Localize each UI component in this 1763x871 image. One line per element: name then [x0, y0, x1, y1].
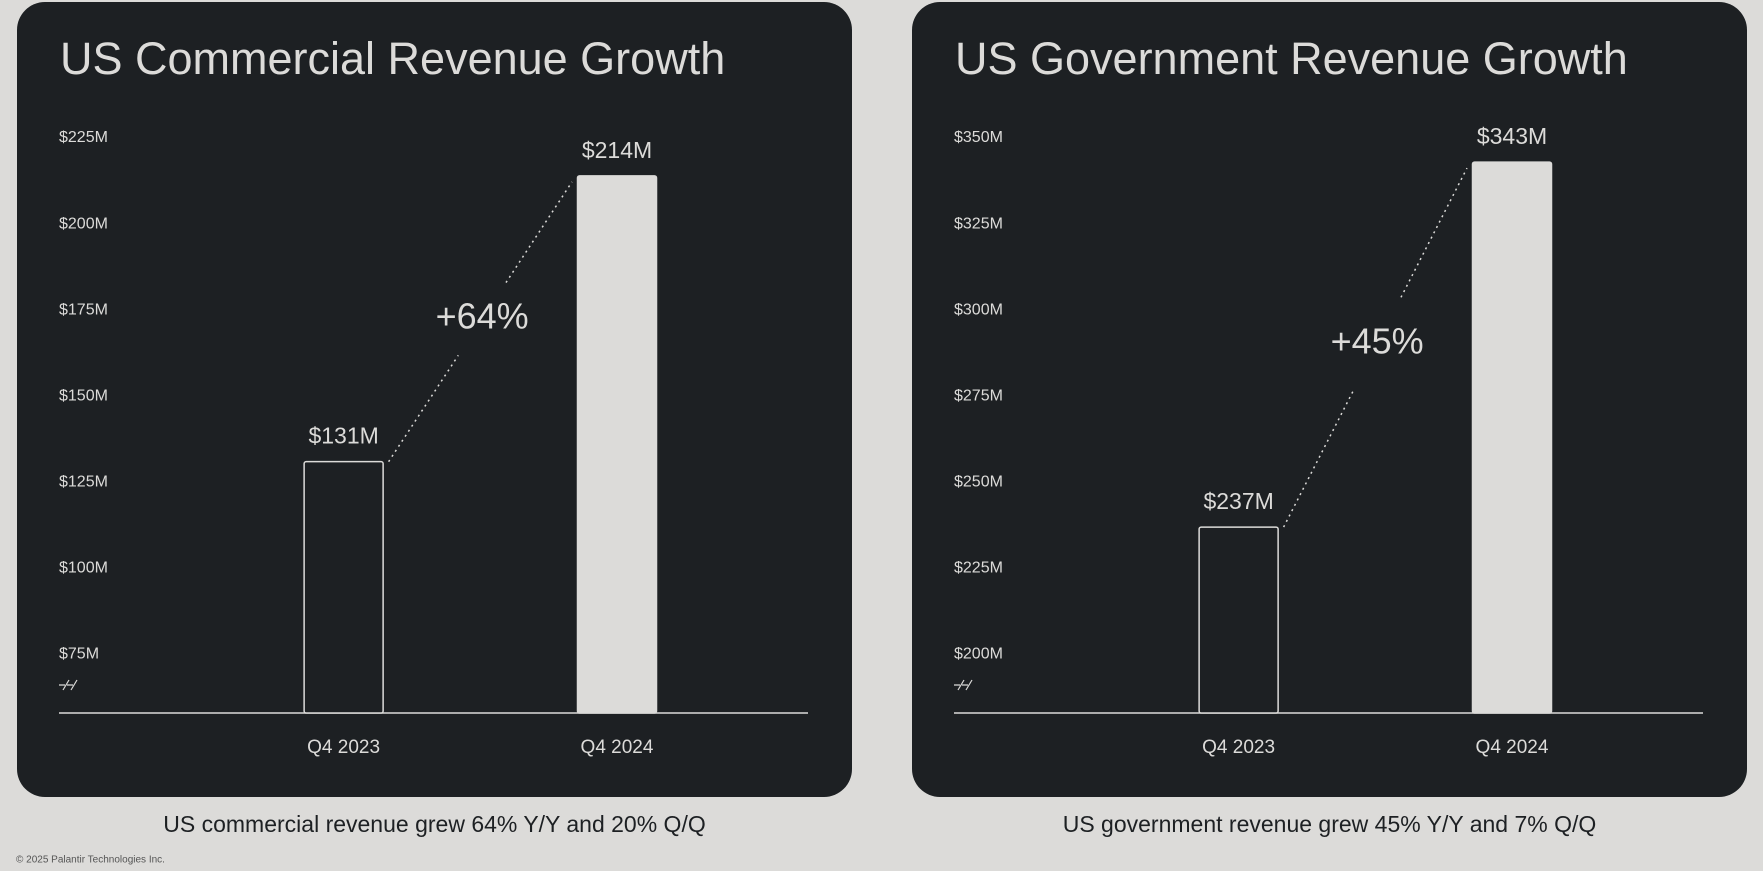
y-tick-label: $125M [59, 474, 108, 491]
y-tick-label: $75M [59, 646, 99, 663]
bar [1471, 161, 1553, 714]
bar [1198, 526, 1279, 714]
value-label: $343M [1477, 123, 1547, 149]
y-tick-label: $325M [954, 215, 1003, 232]
caption: US government revenue grew 45% Y/Y and 7… [1063, 811, 1597, 837]
connector [1282, 390, 1354, 528]
footer: © 2025 Palantir Technologies Inc. [16, 855, 165, 866]
chart-title: US Government Revenue Growth [955, 33, 1628, 84]
value-label: $214M [582, 137, 652, 163]
y-tick-label: $200M [59, 215, 108, 232]
y-tick-label: $100M [59, 560, 108, 577]
x-tick-label: Q4 2023 [1202, 737, 1275, 758]
y-tick-label: $150M [59, 387, 108, 404]
y-tick-label: $225M [954, 560, 1003, 577]
value-label: $237M [1203, 488, 1273, 514]
x-tick-label: Q4 2024 [1476, 737, 1549, 758]
caption: US commercial revenue grew 64% Y/Y and 2… [163, 811, 705, 837]
x-tick-label: Q4 2023 [307, 737, 380, 758]
y-tick-label: $225M [59, 129, 108, 146]
value-label: $131M [308, 423, 378, 449]
bar [576, 175, 658, 714]
y-tick-label: $275M [954, 387, 1003, 404]
annotation: +64% [436, 295, 529, 336]
y-tick-label: $175M [59, 301, 108, 318]
y-tick-label: $200M [954, 646, 1003, 663]
annotation: +45% [1331, 321, 1424, 362]
y-tick-label: $300M [954, 301, 1003, 318]
y-tick-label: $350M [954, 129, 1003, 146]
connector [1400, 167, 1468, 298]
bar [303, 460, 384, 714]
connector [505, 181, 573, 284]
panel [17, 2, 852, 797]
axis-break [954, 679, 973, 691]
panel [912, 2, 1747, 797]
x-tick-label: Q4 2024 [581, 737, 654, 758]
chart-title: US Commercial Revenue Growth [60, 33, 725, 84]
y-tick-label: $250M [954, 474, 1003, 491]
axis-break [59, 679, 78, 691]
